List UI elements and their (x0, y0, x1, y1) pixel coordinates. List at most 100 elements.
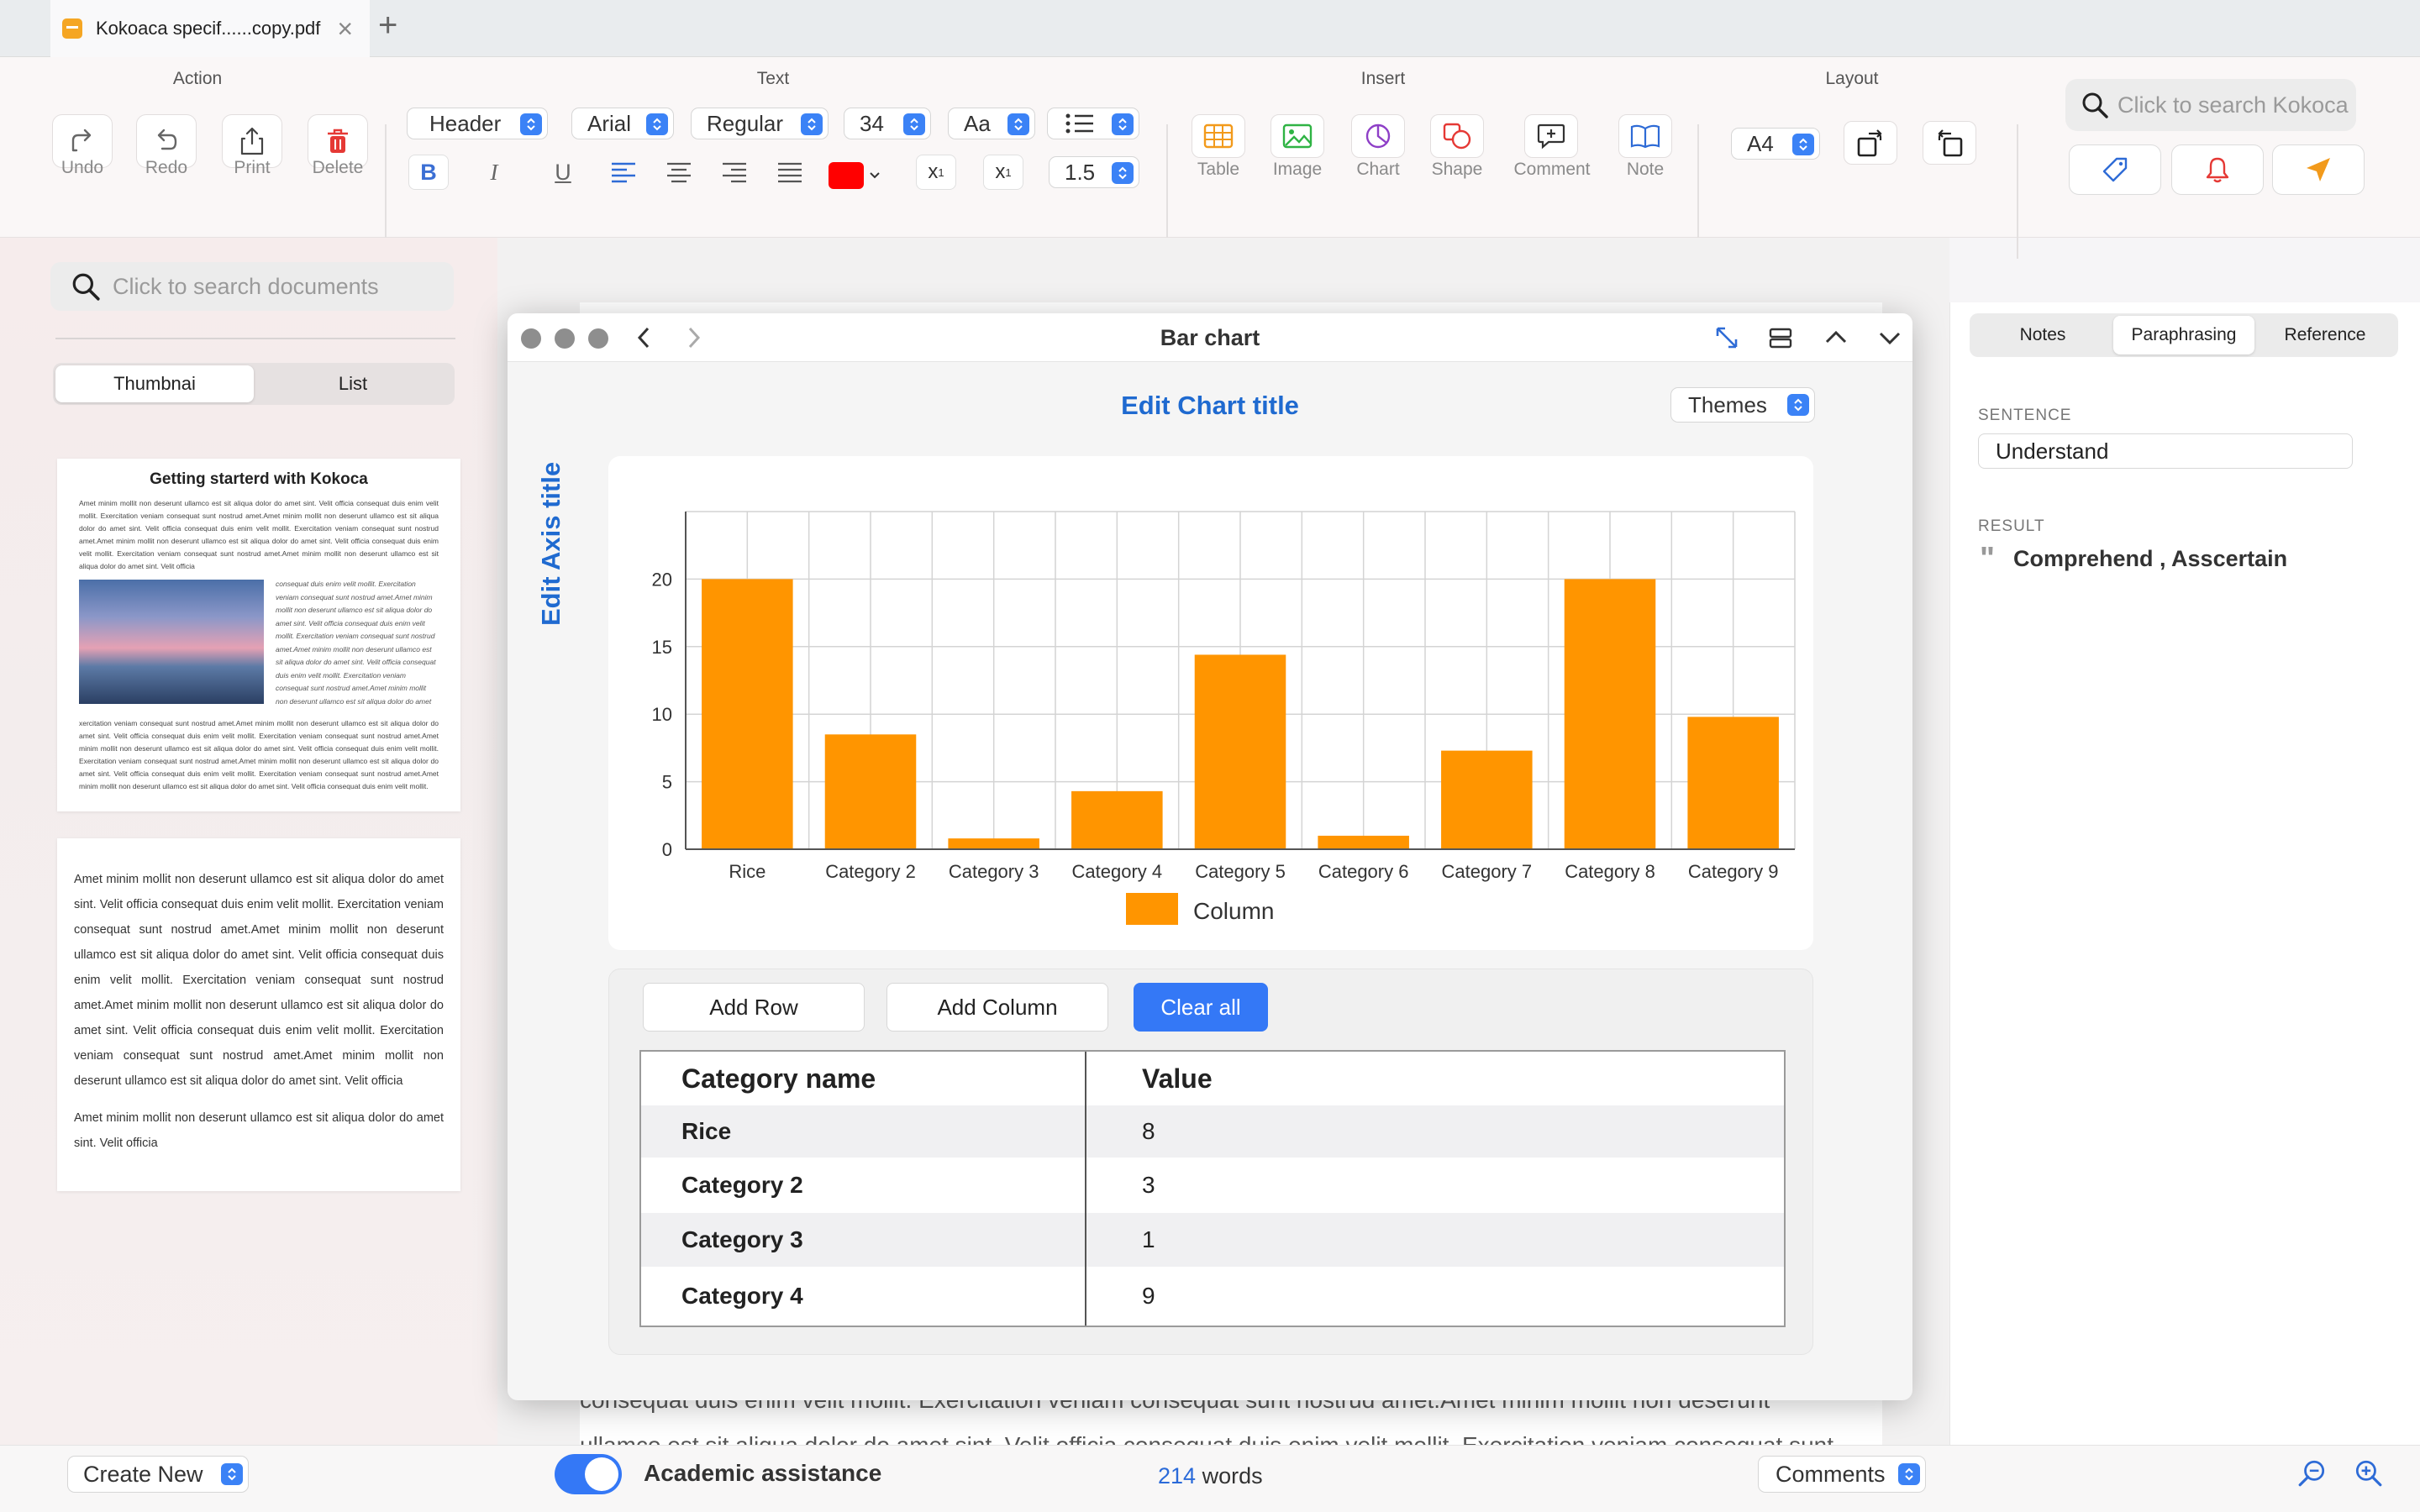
font-weight-select[interactable]: Regular (691, 108, 829, 139)
list-view-tab[interactable]: List (338, 373, 368, 394)
tab-paraphrasing[interactable]: Paraphrasing (2113, 316, 2254, 354)
thumbnail-view-tab[interactable]: Thumbnai (55, 365, 254, 402)
create-new-select[interactable]: Create New (67, 1456, 249, 1493)
text-case-select[interactable]: Aa (948, 108, 1035, 139)
result-label: RESULT (1978, 517, 2045, 535)
document-search-field[interactable]: Click to search documents (50, 262, 454, 311)
insert-image-button[interactable] (1270, 114, 1324, 158)
undo-label: Undo (60, 158, 104, 177)
expand-icon[interactable] (1714, 325, 1739, 350)
chevron-right-icon[interactable] (682, 325, 704, 350)
italic-button[interactable]: I (490, 159, 498, 185)
send-button[interactable] (2272, 144, 2365, 195)
tab-notes[interactable]: Notes (2019, 325, 2066, 344)
delete-button[interactable] (308, 114, 368, 168)
insert-table-button[interactable] (1192, 114, 1245, 158)
table-row[interactable]: Category 4 9 (641, 1267, 1784, 1326)
add-column-button[interactable]: Add Column (886, 983, 1108, 1032)
x-tick-label: Category 7 (1442, 861, 1533, 882)
value-cell[interactable]: 1 (1142, 1226, 1155, 1252)
bar-chart[interactable]: 0 5 10 15 20 Rice Category 2 Category 3 Category… (608, 456, 1813, 950)
table-label: Table (1197, 160, 1240, 179)
search-icon (72, 273, 100, 301)
table-row[interactable]: Category 3 1 (641, 1213, 1784, 1267)
bar (948, 838, 1039, 849)
chart-title[interactable]: Edit Chart title (1121, 391, 1299, 420)
thumbnail-paragraph: xercitation veniam consequat sunt nostru… (79, 719, 439, 790)
tab-reference[interactable]: Reference (2284, 325, 2366, 344)
page-thumbnail-1[interactable]: Getting starterd with Kokoca Amet minim … (57, 459, 460, 811)
tag-button[interactable] (2069, 144, 2161, 195)
minimize-window-button[interactable] (555, 328, 575, 349)
column-header-value: Value (1142, 1063, 1213, 1094)
close-window-button[interactable] (521, 328, 541, 349)
rotate-right-icon (1857, 129, 1882, 157)
paragraph-style-select[interactable]: Header (407, 108, 548, 139)
legend-swatch (1126, 893, 1178, 925)
themes-select[interactable]: Themes (1670, 387, 1815, 423)
line-spacing-select[interactable]: 1.5 (1049, 156, 1139, 188)
comments-select[interactable]: Comments (1758, 1456, 1926, 1493)
notifications-button[interactable] (2171, 144, 2264, 195)
category-cell[interactable]: Category 2 (641, 1158, 1086, 1213)
font-size-select[interactable]: 34 (844, 108, 931, 139)
align-justify-icon (778, 162, 802, 183)
insert-note-button[interactable] (1618, 114, 1672, 158)
font-family-select[interactable]: Arial (571, 108, 674, 139)
chevron-up-icon[interactable] (1823, 325, 1849, 350)
value-cell[interactable]: 9 (1142, 1283, 1155, 1309)
zoom-in-icon (2355, 1460, 2382, 1487)
page-size-select[interactable]: A4 (1731, 128, 1820, 160)
align-left-icon (612, 162, 635, 183)
table-row[interactable]: Rice 8 (641, 1105, 1784, 1158)
toolbar: Action Text Insert Layout Undo Redo Prin… (0, 57, 2420, 259)
list-style-select[interactable] (1047, 108, 1139, 139)
global-search-field[interactable]: Click to search Kokoca (2065, 79, 2356, 131)
underline-button[interactable]: U (555, 159, 571, 185)
add-row-button[interactable]: Add Row (643, 983, 865, 1032)
undo-button[interactable] (52, 114, 113, 168)
print-button[interactable] (222, 114, 282, 168)
value-cell[interactable]: 3 (1142, 1172, 1155, 1198)
image-icon (1282, 123, 1313, 149)
layout-icon[interactable] (1768, 325, 1793, 350)
y-axis-title[interactable]: Edit Axis title (536, 461, 566, 626)
chevron-down-icon[interactable] (1877, 325, 1902, 350)
align-center-button[interactable] (659, 155, 699, 190)
academic-assistance-toggle[interactable] (555, 1454, 622, 1494)
insert-chart-button[interactable] (1351, 114, 1405, 158)
document-tab[interactable]: Kokoaca specif......copy.pdf × (50, 0, 370, 57)
justify-button[interactable] (770, 155, 810, 190)
delete-label: Delete (312, 158, 364, 177)
sentence-input[interactable]: Understand (1978, 433, 2353, 469)
clear-all-button[interactable]: Clear all (1134, 983, 1268, 1032)
x-tick-label: Category 9 (1688, 861, 1779, 882)
stepper-icon (221, 1463, 243, 1485)
word-count-value: 214 (1158, 1463, 1197, 1488)
page-thumbnail-2[interactable]: Amet minim mollit non deserunt ullamco e… (57, 838, 460, 1191)
bold-button[interactable]: B (408, 155, 449, 190)
chevron-left-icon[interactable] (634, 325, 655, 350)
rotate-right-button[interactable] (1844, 121, 1897, 165)
value-cell[interactable]: 8 (1142, 1118, 1155, 1144)
insert-comment-button[interactable] (1524, 114, 1578, 158)
insert-shape-button[interactable] (1430, 114, 1484, 158)
rotate-left-button[interactable] (1923, 121, 1976, 165)
bar (702, 579, 793, 849)
category-cell[interactable]: Category 4 (641, 1267, 1086, 1326)
table-row[interactable]: Category 2 3 (641, 1158, 1784, 1213)
close-tab-icon[interactable]: × (337, 13, 353, 44)
text-color-picker[interactable] (829, 161, 887, 190)
align-left-button[interactable] (603, 155, 644, 190)
category-cell[interactable]: Rice (641, 1105, 1086, 1158)
zoom-out-button[interactable] (2297, 1458, 2328, 1493)
zoom-window-button[interactable] (588, 328, 608, 349)
align-right-button[interactable] (714, 155, 755, 190)
category-cell[interactable]: Category 3 (641, 1213, 1086, 1267)
sentence-value: Understand (1996, 438, 2109, 464)
zoom-in-button[interactable] (2353, 1458, 2383, 1493)
redo-button[interactable] (136, 114, 197, 168)
new-tab-icon[interactable]: + (378, 7, 398, 44)
